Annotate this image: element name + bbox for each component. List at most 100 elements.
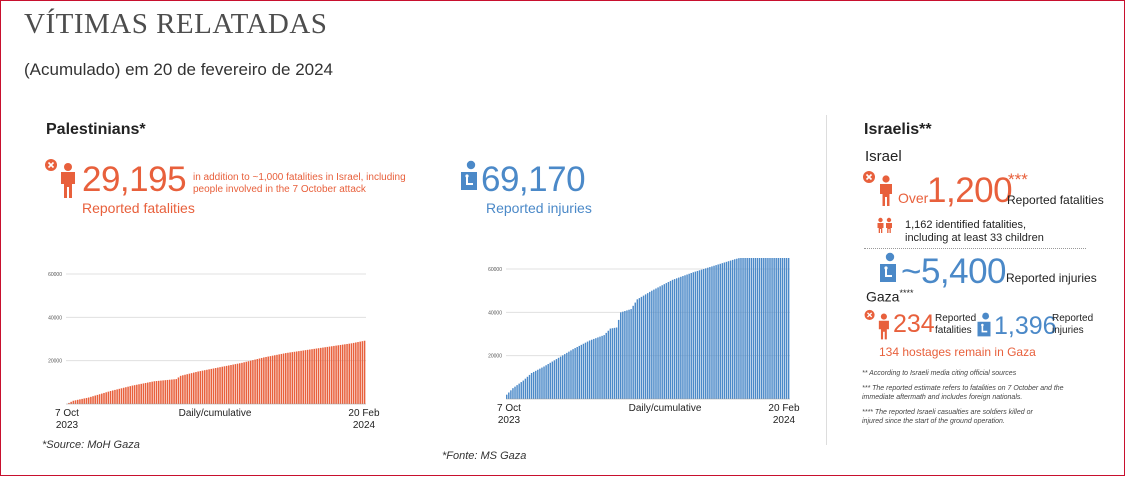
fatalities-bar (147, 382, 149, 404)
fatalities-bar (133, 385, 136, 404)
identified-fatalities-text: 1,162 identified fatalities, including at… (905, 219, 1044, 244)
injuries-bar (690, 273, 692, 399)
page-subtitle: (Acumulado) em 20 de fevereiro de 2024 (24, 60, 334, 79)
injuries-bar (651, 290, 653, 399)
injuries-bar (723, 262, 726, 399)
injuries-x-end: 20 Feb 2024 (768, 403, 800, 426)
injuries-bar (646, 293, 649, 399)
injuries-bar (731, 259, 734, 399)
fatalities-bar (256, 359, 259, 404)
dotted-separator (864, 248, 1086, 249)
fatalities-bar (228, 365, 230, 404)
fatalities-bar (306, 349, 309, 404)
fatalities-bar (269, 356, 272, 404)
fatalities-bar (243, 362, 245, 404)
fatalities-bar (302, 350, 305, 404)
fatalities-bar (287, 352, 289, 404)
injuries-bar (528, 374, 531, 399)
hostages-text: 134 hostages remain in Gaza (879, 345, 1036, 359)
fatalities-bar (70, 401, 72, 404)
injuries-bar (599, 336, 601, 399)
fatalities-footnote-mark: *** (1008, 170, 1028, 189)
injuries-bar (773, 258, 775, 399)
fatalities-bar (234, 364, 237, 404)
fatalities-bar (164, 380, 167, 404)
injuries-bar (541, 367, 543, 399)
injuries-bar (684, 275, 686, 399)
gaza-label: Gaza**** (866, 288, 914, 305)
injuries-bar (705, 268, 707, 399)
injuries-bar (727, 261, 730, 399)
fatalities-bar (344, 344, 346, 404)
injuries-bar (709, 267, 711, 399)
injuries-bar (680, 276, 682, 399)
injuries-bar (588, 340, 591, 399)
fatalities-bar (298, 351, 300, 404)
fatalities-bar (206, 369, 208, 404)
fatalities-bar (265, 356, 267, 404)
injuries-bar (520, 382, 522, 399)
fatalities-bar (214, 368, 217, 404)
injuries-bar (574, 348, 576, 399)
injuries-bar (543, 366, 545, 399)
fatalities-bar (326, 346, 329, 404)
palestinians-heading: Palestinians* (46, 121, 146, 138)
injuries-bar (740, 258, 742, 399)
injuries-bar (663, 284, 665, 399)
injuries-bar (626, 310, 628, 399)
injuries-bar (769, 258, 771, 399)
fatalities-bar (221, 366, 223, 404)
gaza-injuries-value: 1,396 (994, 312, 1057, 340)
fatalities-bar (278, 354, 280, 404)
injuries-bar (686, 274, 688, 399)
injuries-bar (738, 258, 740, 399)
injuries-bar (711, 266, 713, 399)
fatalities-x-end: 20 Feb 2024 (348, 408, 380, 431)
fatalities-bar (217, 367, 219, 404)
fatalities-bar (144, 382, 147, 404)
injuries-bar (615, 327, 618, 399)
fatalities-bar (162, 380, 164, 404)
injuries-bar (702, 269, 705, 399)
injuries-ytick-label: 20000 (488, 354, 502, 360)
fatalities-note-line1: in addition to ~1,000 fatalities in Isra… (193, 172, 406, 183)
fatalities-bar (149, 382, 151, 404)
injuries-x-label: Daily/cumulative (628, 403, 702, 414)
injuries-bar (682, 276, 684, 399)
fatalities-ytick-label: 60000 (48, 272, 62, 278)
footnote-2: *** The reported estimate refers to fata… (862, 385, 1064, 401)
injuries-bar (779, 258, 782, 399)
injuries-bar (765, 258, 767, 399)
fatality-person-icon (44, 158, 78, 200)
fatalities-bar (247, 361, 250, 404)
injuries-bar (734, 259, 736, 399)
injuries-bar (758, 258, 761, 399)
fatalities-bar (263, 357, 265, 404)
injuries-bar (584, 342, 587, 399)
fatalities-bar (111, 390, 114, 404)
injuries-bar (622, 311, 624, 399)
fatalities-bar (74, 400, 77, 404)
palestinian-injuries-value: 69,170 (481, 160, 586, 199)
injuries-bar (510, 390, 512, 399)
injuries-bar (532, 371, 535, 399)
injuries-bar (760, 258, 763, 399)
injuries-bar (530, 373, 533, 399)
israel-injuries-value: ~5,400 (901, 252, 1007, 291)
fatalities-bar (175, 379, 178, 404)
fatalities-bar (328, 346, 331, 404)
injuries-bar (673, 279, 676, 399)
palestinian-injuries-label: Reported injuries (486, 200, 592, 216)
injuries-bar (671, 279, 674, 399)
children-icon (876, 217, 894, 233)
injuries-bar (777, 258, 780, 399)
injuries-bar (549, 362, 551, 399)
fatalities-chart: 20000 40000 60000 (48, 272, 366, 405)
fatalities-bar (118, 388, 121, 404)
fatalities-x-start: 7 Oct 2023 (55, 408, 79, 431)
fatalities-bar (179, 375, 182, 404)
injuries-bar (537, 369, 539, 399)
injuries-bar (767, 258, 769, 399)
injuries-bar (750, 258, 753, 399)
injuries-bar (659, 286, 661, 399)
